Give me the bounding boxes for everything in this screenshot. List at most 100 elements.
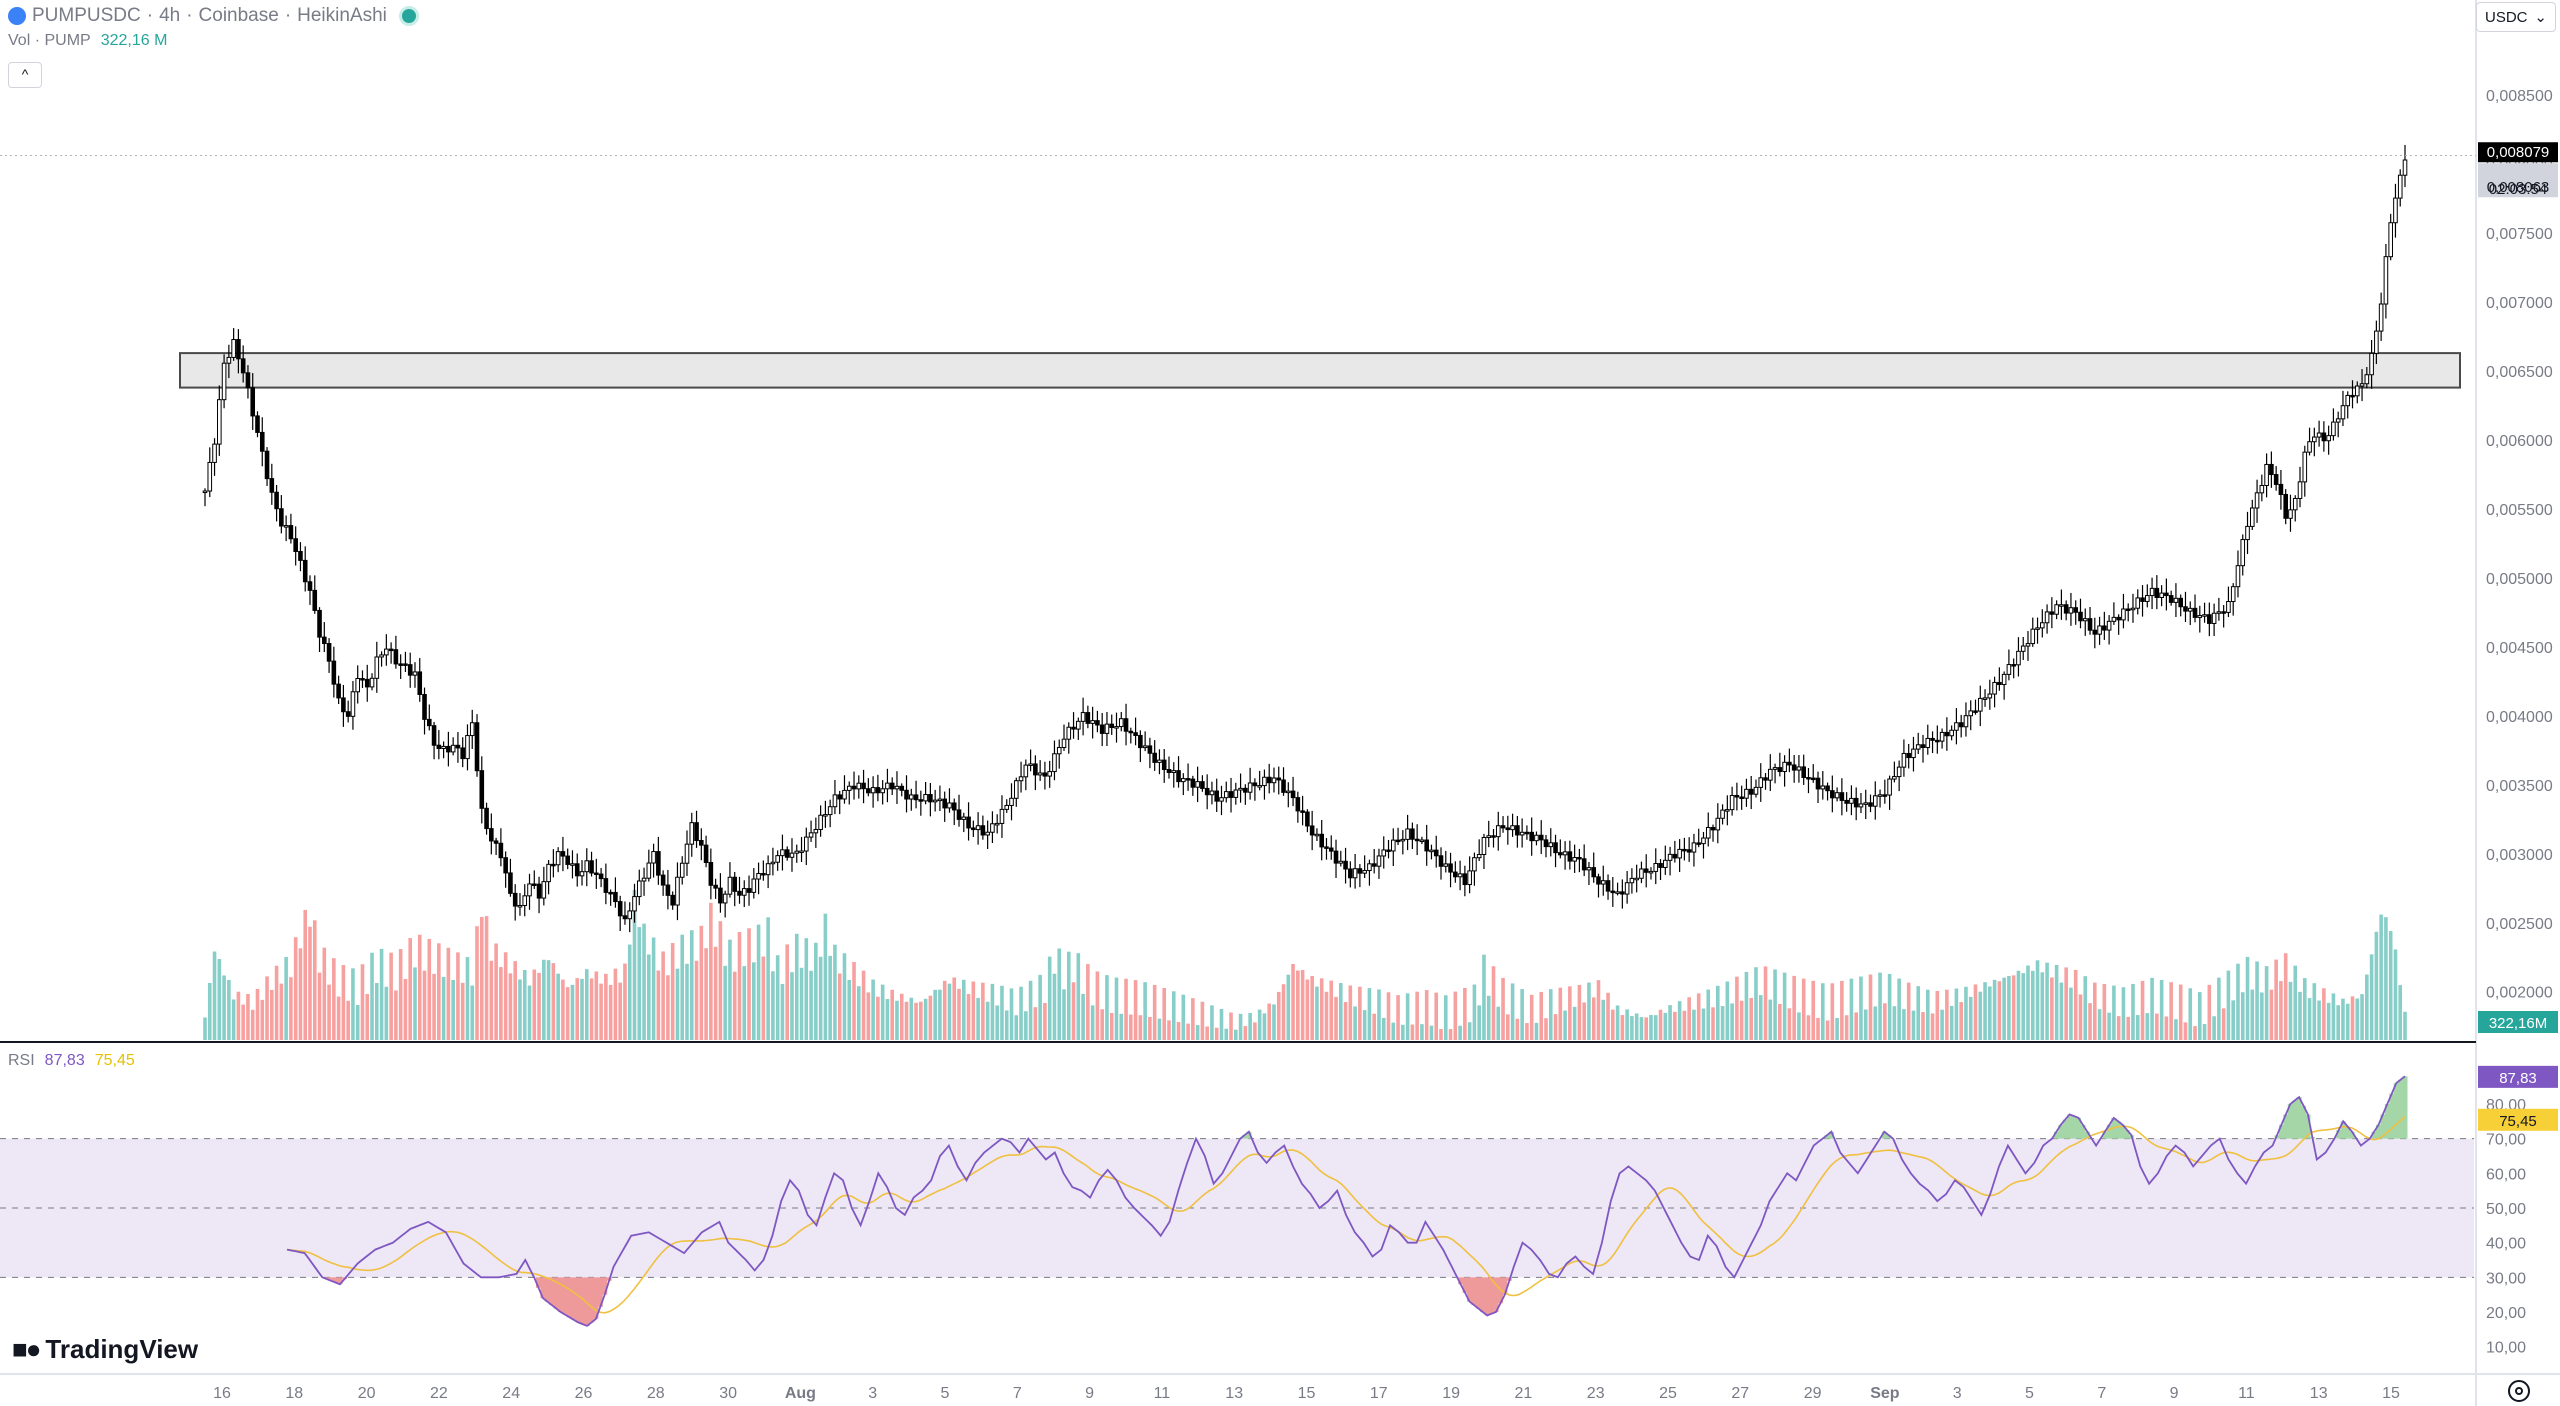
candle-body — [1181, 778, 1186, 783]
volume-bar — [1988, 986, 1992, 1040]
candle-body — [1309, 825, 1315, 836]
volume-bar — [1591, 997, 1596, 1040]
volume-bar — [1334, 996, 1338, 1040]
candle-body — [727, 876, 733, 895]
candle-body — [1725, 809, 1730, 812]
candle-body — [985, 831, 990, 836]
volume-bar — [250, 1009, 255, 1040]
volume-bar — [1849, 978, 1854, 1040]
volume-bar — [1639, 1017, 1644, 1040]
volume-bar — [2345, 1003, 2350, 1040]
candle-body — [889, 782, 895, 790]
candle-body — [326, 643, 332, 662]
candle-body — [1834, 792, 1840, 799]
mark-price-label: 0,008063 — [2487, 179, 2550, 196]
candle-body — [732, 876, 738, 892]
candle-body — [999, 808, 1005, 824]
volume-bar — [1677, 1001, 1682, 1040]
volume-bar — [460, 982, 465, 1040]
candle-body — [1424, 839, 1429, 852]
volume-bar — [1124, 978, 1128, 1040]
candle-body — [1748, 788, 1754, 795]
volume-bar — [1381, 1017, 1386, 1040]
volume-bar — [861, 970, 866, 1040]
candle-body — [679, 862, 685, 878]
volume-bar — [1248, 1013, 1252, 1040]
volume-bar — [2178, 984, 2183, 1040]
volume-bar — [2078, 994, 2083, 1040]
volume-bar — [1930, 1013, 1935, 1040]
volume-bar — [1940, 1009, 1944, 1040]
volume-bar — [1873, 1006, 1878, 1040]
countdown-label: 02:03:54 — [2489, 181, 2547, 198]
volume-bar — [303, 909, 308, 1040]
candle-body — [1930, 737, 1935, 741]
candle-body — [1367, 863, 1372, 872]
candle-body — [474, 722, 480, 772]
volume-bar — [2365, 974, 2369, 1040]
volume-bar — [2188, 988, 2193, 1040]
time-tick-label: 7 — [1013, 1385, 1022, 1402]
volume-bar — [2355, 998, 2360, 1040]
candle-body — [1548, 842, 1554, 848]
candle-body — [961, 816, 967, 820]
volume-bar — [1133, 980, 1138, 1040]
volume-bar — [766, 917, 770, 1040]
candle-body — [684, 843, 690, 864]
candle-body — [1510, 825, 1515, 831]
candle-body — [1071, 726, 1076, 730]
volume-bar — [618, 982, 622, 1040]
volume-bar — [1420, 1024, 1424, 1040]
candle-body — [1419, 839, 1425, 843]
candle-body — [1033, 763, 1038, 776]
candle-body — [2144, 595, 2150, 602]
candle-body — [207, 461, 213, 492]
candle-body — [2063, 604, 2069, 614]
volume-bar — [1587, 982, 1591, 1040]
rsi-value: 87,83 — [44, 1052, 85, 1069]
symbol-name[interactable]: PUMPUSDC — [32, 5, 141, 26]
candle-body — [2226, 601, 2231, 613]
candle-body — [2049, 611, 2055, 615]
candle-body — [1777, 767, 1783, 773]
volume-bar — [1410, 1024, 1415, 1040]
candle-body — [718, 887, 723, 904]
candle-body — [560, 851, 566, 857]
volume-bar — [1964, 986, 1968, 1040]
volume-bar — [2107, 1012, 2111, 1040]
volume-bar — [2379, 914, 2383, 1040]
candle-body — [1911, 748, 1916, 759]
candle-body — [1815, 777, 1821, 790]
volume-bar — [2269, 989, 2274, 1040]
volume-bar — [1816, 1017, 1820, 1040]
candle-body — [2068, 607, 2074, 614]
candle-body — [870, 787, 876, 794]
candle-body — [1915, 744, 1921, 750]
candle-body — [2297, 481, 2303, 499]
volume-bar — [1243, 1026, 1248, 1040]
market-open-icon — [398, 6, 419, 26]
settings-icon[interactable] — [2508, 1380, 2530, 1402]
collapse-legend-button[interactable]: ^ — [8, 62, 42, 88]
candle-body — [479, 770, 485, 809]
candle-body — [2087, 618, 2093, 631]
volume-bar — [1191, 998, 1195, 1040]
price-tick-label: 0,002500 — [2486, 916, 2553, 933]
symbol-legend[interactable]: PUMPUSDC · 4h · Coinbase · HeikinAshi — [8, 2, 419, 30]
currency-selector[interactable]: USDC ⌄ — [2476, 2, 2556, 32]
candle-body — [288, 525, 294, 540]
rsi-ma-value: 75,45 — [94, 1052, 135, 1069]
candle-body — [1634, 877, 1639, 881]
volume-bar — [1768, 999, 1773, 1040]
currency-label: USDC — [2485, 8, 2528, 26]
volume-bar — [1076, 953, 1081, 1040]
volume-bar — [1014, 1015, 1019, 1040]
candle-body — [971, 827, 976, 831]
candle-body — [384, 648, 389, 656]
volume-bar — [1095, 971, 1100, 1040]
tradingview-logo[interactable]: ■● TradingView — [12, 1334, 198, 1365]
volume-bar — [1019, 986, 1023, 1040]
candle-body — [226, 356, 232, 364]
